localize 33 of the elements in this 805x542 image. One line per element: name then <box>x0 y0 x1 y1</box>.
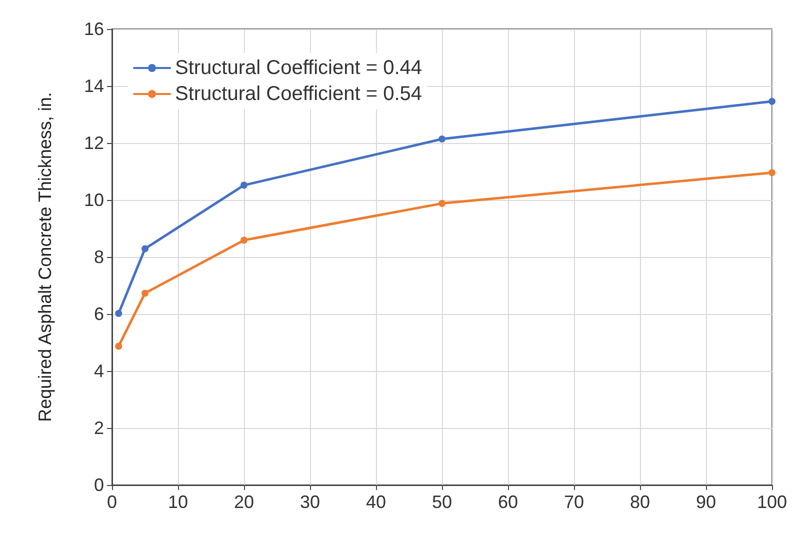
x-tick-label: 60 <box>498 492 518 512</box>
y-tick-label: 6 <box>94 304 104 324</box>
point <box>768 98 776 105</box>
x-tick-label: 0 <box>106 492 118 512</box>
y-axis-title: Required Asphalt Concrete Thickness, in. <box>35 92 55 422</box>
y-tick-label: 14 <box>84 76 104 96</box>
x-tick-label: 90 <box>696 492 716 512</box>
x-tick-label: 30 <box>300 492 320 512</box>
y-tick-label: 12 <box>84 133 104 153</box>
point <box>115 310 122 317</box>
point <box>142 290 148 297</box>
x-tick-label: 80 <box>630 492 650 512</box>
legend-label: Structural Coefficient = 0.44 <box>175 57 422 79</box>
x-tick-label: 10 <box>168 492 188 512</box>
x-tick-label: 100 <box>756 492 788 512</box>
y-tick-label: 2 <box>94 418 104 438</box>
point <box>142 245 148 252</box>
point <box>438 200 446 207</box>
legend-label: Structural Coefficient = 0.54 <box>175 83 422 105</box>
point <box>240 236 248 244</box>
y-tick-label: 0 <box>94 475 104 495</box>
y-tick-label: 4 <box>94 361 104 381</box>
point <box>438 136 446 143</box>
x-tick-label: 40 <box>366 492 386 512</box>
y-tick-label: 10 <box>84 190 104 210</box>
y-tick-label: 16 <box>84 19 104 39</box>
point <box>240 182 248 189</box>
x-tick-label: 20 <box>234 492 254 512</box>
x-tick-label: 70 <box>564 492 584 512</box>
point <box>768 169 776 176</box>
point <box>115 342 122 350</box>
y-tick-label: 8 <box>94 247 104 267</box>
x-tick-label: 50 <box>432 492 452 512</box>
